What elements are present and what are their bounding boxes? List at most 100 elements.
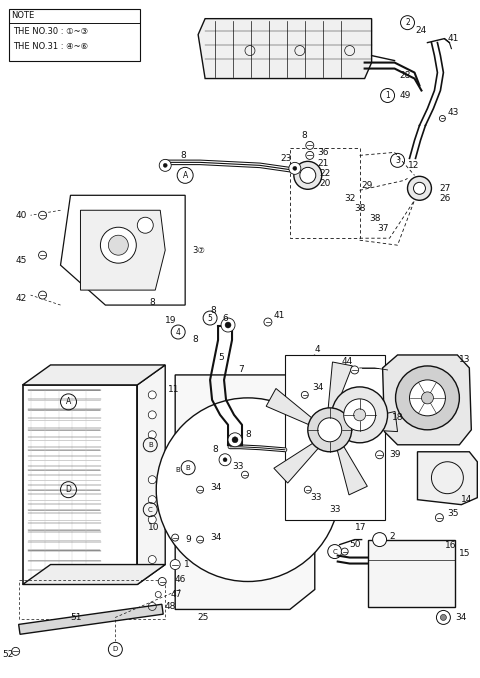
Text: 21: 21 bbox=[318, 159, 329, 168]
Text: 1: 1 bbox=[184, 560, 190, 569]
Circle shape bbox=[163, 163, 167, 167]
Polygon shape bbox=[23, 565, 165, 584]
Text: 24: 24 bbox=[416, 26, 427, 35]
Text: 8: 8 bbox=[212, 445, 218, 454]
Text: 2: 2 bbox=[405, 18, 410, 27]
Text: 32: 32 bbox=[345, 194, 356, 203]
Circle shape bbox=[304, 486, 312, 493]
Text: 2: 2 bbox=[390, 532, 395, 541]
Text: 43: 43 bbox=[447, 108, 459, 117]
Circle shape bbox=[108, 235, 128, 255]
Text: 3: 3 bbox=[395, 156, 400, 165]
Circle shape bbox=[351, 366, 359, 374]
Circle shape bbox=[219, 454, 231, 466]
Circle shape bbox=[294, 161, 322, 189]
Circle shape bbox=[197, 486, 204, 493]
Bar bbox=[9, 9, 140, 60]
Circle shape bbox=[221, 318, 235, 332]
Text: D: D bbox=[66, 485, 72, 494]
Text: 45: 45 bbox=[15, 256, 26, 264]
Bar bbox=[290, 148, 360, 238]
Circle shape bbox=[156, 398, 340, 582]
Circle shape bbox=[100, 227, 136, 263]
Circle shape bbox=[223, 458, 227, 462]
Text: 8: 8 bbox=[245, 431, 251, 439]
Circle shape bbox=[148, 411, 156, 419]
Text: THE NO.31 : ④~⑥: THE NO.31 : ④~⑥ bbox=[12, 42, 88, 51]
Circle shape bbox=[372, 533, 386, 546]
Text: 8: 8 bbox=[149, 298, 155, 306]
Text: 34: 34 bbox=[210, 483, 221, 492]
Text: A: A bbox=[66, 397, 71, 406]
Circle shape bbox=[436, 610, 450, 624]
Circle shape bbox=[301, 391, 308, 399]
Text: 49: 49 bbox=[399, 91, 411, 100]
Text: 34: 34 bbox=[210, 533, 221, 542]
Text: 41: 41 bbox=[274, 311, 285, 319]
Circle shape bbox=[264, 318, 272, 326]
Text: 8: 8 bbox=[180, 151, 186, 160]
Circle shape bbox=[197, 536, 204, 543]
Text: 11: 11 bbox=[168, 385, 180, 395]
Bar bbox=[23, 385, 137, 584]
Circle shape bbox=[12, 647, 20, 656]
Text: 26: 26 bbox=[439, 194, 451, 203]
Text: 51: 51 bbox=[71, 613, 82, 622]
Circle shape bbox=[38, 251, 47, 259]
Polygon shape bbox=[383, 355, 471, 445]
Text: 44: 44 bbox=[342, 357, 353, 366]
Text: 13: 13 bbox=[459, 355, 471, 365]
Circle shape bbox=[148, 496, 156, 504]
Text: 38: 38 bbox=[370, 214, 381, 223]
Text: 35: 35 bbox=[447, 509, 459, 518]
Bar bbox=[368, 540, 456, 607]
Text: 38: 38 bbox=[355, 204, 366, 213]
Circle shape bbox=[435, 514, 444, 521]
Text: 14: 14 bbox=[461, 495, 473, 504]
Circle shape bbox=[170, 559, 180, 570]
Text: 40: 40 bbox=[15, 211, 26, 220]
Circle shape bbox=[439, 115, 445, 121]
Text: 41: 41 bbox=[447, 34, 459, 43]
Bar bbox=[19, 604, 163, 635]
Text: 20: 20 bbox=[320, 179, 331, 188]
Circle shape bbox=[38, 212, 47, 219]
Circle shape bbox=[341, 548, 348, 555]
Polygon shape bbox=[137, 365, 165, 584]
Text: B: B bbox=[175, 466, 180, 473]
Text: 39: 39 bbox=[390, 450, 401, 459]
Circle shape bbox=[396, 366, 459, 430]
Circle shape bbox=[332, 387, 387, 443]
Circle shape bbox=[225, 322, 231, 328]
Circle shape bbox=[148, 476, 156, 483]
Text: 52: 52 bbox=[3, 650, 14, 659]
Circle shape bbox=[300, 167, 316, 183]
Bar bbox=[285, 355, 384, 519]
Circle shape bbox=[318, 418, 342, 442]
Text: A: A bbox=[182, 171, 188, 180]
Text: 17: 17 bbox=[355, 523, 366, 532]
Polygon shape bbox=[335, 438, 367, 495]
Circle shape bbox=[413, 182, 425, 195]
Text: 7: 7 bbox=[238, 365, 244, 374]
Circle shape bbox=[289, 162, 301, 174]
Circle shape bbox=[158, 578, 166, 586]
Text: 12: 12 bbox=[408, 161, 419, 170]
Text: 33: 33 bbox=[310, 493, 321, 502]
Text: 34: 34 bbox=[456, 613, 467, 622]
Text: 23: 23 bbox=[280, 154, 291, 163]
Text: 47: 47 bbox=[170, 590, 181, 599]
Text: B: B bbox=[186, 464, 191, 471]
Text: 25: 25 bbox=[197, 613, 208, 622]
Text: 33: 33 bbox=[330, 505, 341, 514]
Text: 37: 37 bbox=[378, 224, 389, 233]
Polygon shape bbox=[340, 412, 397, 432]
Circle shape bbox=[148, 431, 156, 439]
Polygon shape bbox=[266, 388, 319, 428]
Circle shape bbox=[409, 380, 445, 416]
Polygon shape bbox=[198, 19, 372, 79]
Text: 29: 29 bbox=[361, 181, 373, 190]
Text: 42: 42 bbox=[15, 294, 26, 302]
Circle shape bbox=[228, 433, 242, 447]
Text: 18: 18 bbox=[392, 414, 403, 422]
